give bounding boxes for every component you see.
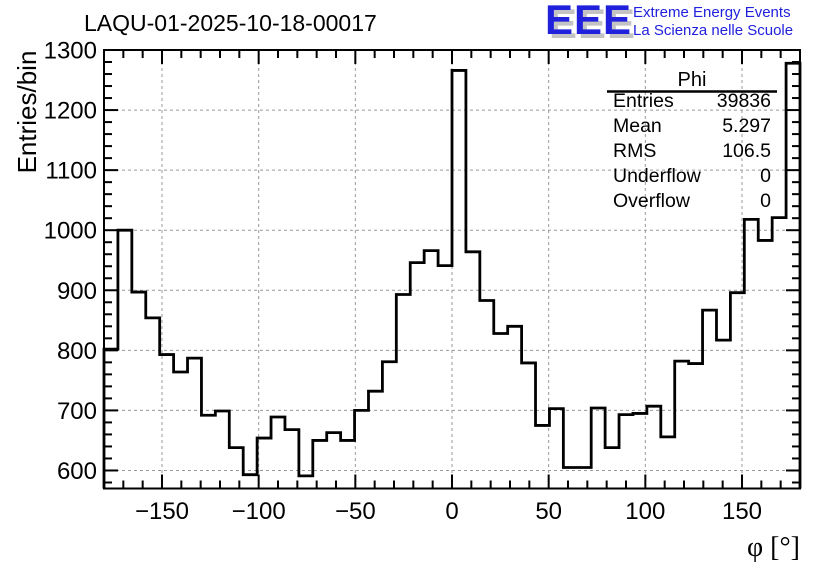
eee-logo: EEE EEE Extreme Energy Events La Scienza… — [545, 0, 793, 47]
stats-title: Phi — [678, 69, 707, 91]
stats-row-label: Entries — [613, 90, 674, 112]
plot-title: LAQU-01-2025-10-18-00017 — [84, 10, 377, 36]
y-tick-label: 600 — [57, 458, 97, 485]
stats-row-value: 39836 — [717, 90, 771, 112]
stats-row-label: Mean — [613, 115, 662, 137]
x-tick-label: −100 — [232, 498, 286, 525]
y-tick-label: 1200 — [44, 98, 97, 125]
y-axis-title: Entries/bin — [12, 51, 42, 174]
x-tick-label: −50 — [335, 498, 376, 525]
stats-row-value: 106.5 — [722, 140, 771, 162]
y-tick-label: 1000 — [44, 218, 97, 245]
stats-rows: Entries 39836 Mean 5.297 RMS 106.5 Underflow 0 O… — [613, 90, 771, 212]
axis-tick-labels: −150 −100 −50 0 50 100 150 600 700 800 900 1000 1100… — [44, 38, 762, 526]
x-tick-label: 0 — [445, 498, 458, 525]
x-tick-label: −150 — [135, 498, 189, 525]
stats-row-label: Underflow — [613, 165, 702, 187]
stats-row-value: 0 — [760, 190, 771, 212]
logo-tagline-1: Extreme Energy Events — [633, 4, 791, 21]
stats-row-label: Overflow — [613, 190, 691, 212]
logo-acronym: EEE — [545, 0, 632, 43]
y-tick-label: 800 — [57, 338, 97, 365]
x-tick-label: 150 — [722, 498, 762, 525]
x-tick-label: 100 — [625, 498, 665, 525]
histogram-line — [102, 61, 802, 489]
y-tick-label: 1300 — [44, 38, 97, 65]
y-tick-label: 700 — [57, 398, 97, 425]
logo-acronym-shadow: EEE — [549, 0, 636, 47]
stats-row-label: RMS — [613, 140, 656, 162]
stats-box: Phi Entries 39836 Mean 5.297 RMS 106.5 Underfl… — [607, 69, 777, 212]
stats-row-value: 5.297 — [722, 115, 771, 137]
y-tick-label: 900 — [57, 278, 97, 305]
x-axis-title: φ [°] — [747, 532, 800, 563]
y-tick-label: 1100 — [45, 158, 97, 185]
stats-row-value: 0 — [760, 165, 771, 187]
logo-tagline-2: La Scienza nelle Scuole — [633, 22, 793, 39]
x-tick-label: 50 — [535, 498, 562, 525]
